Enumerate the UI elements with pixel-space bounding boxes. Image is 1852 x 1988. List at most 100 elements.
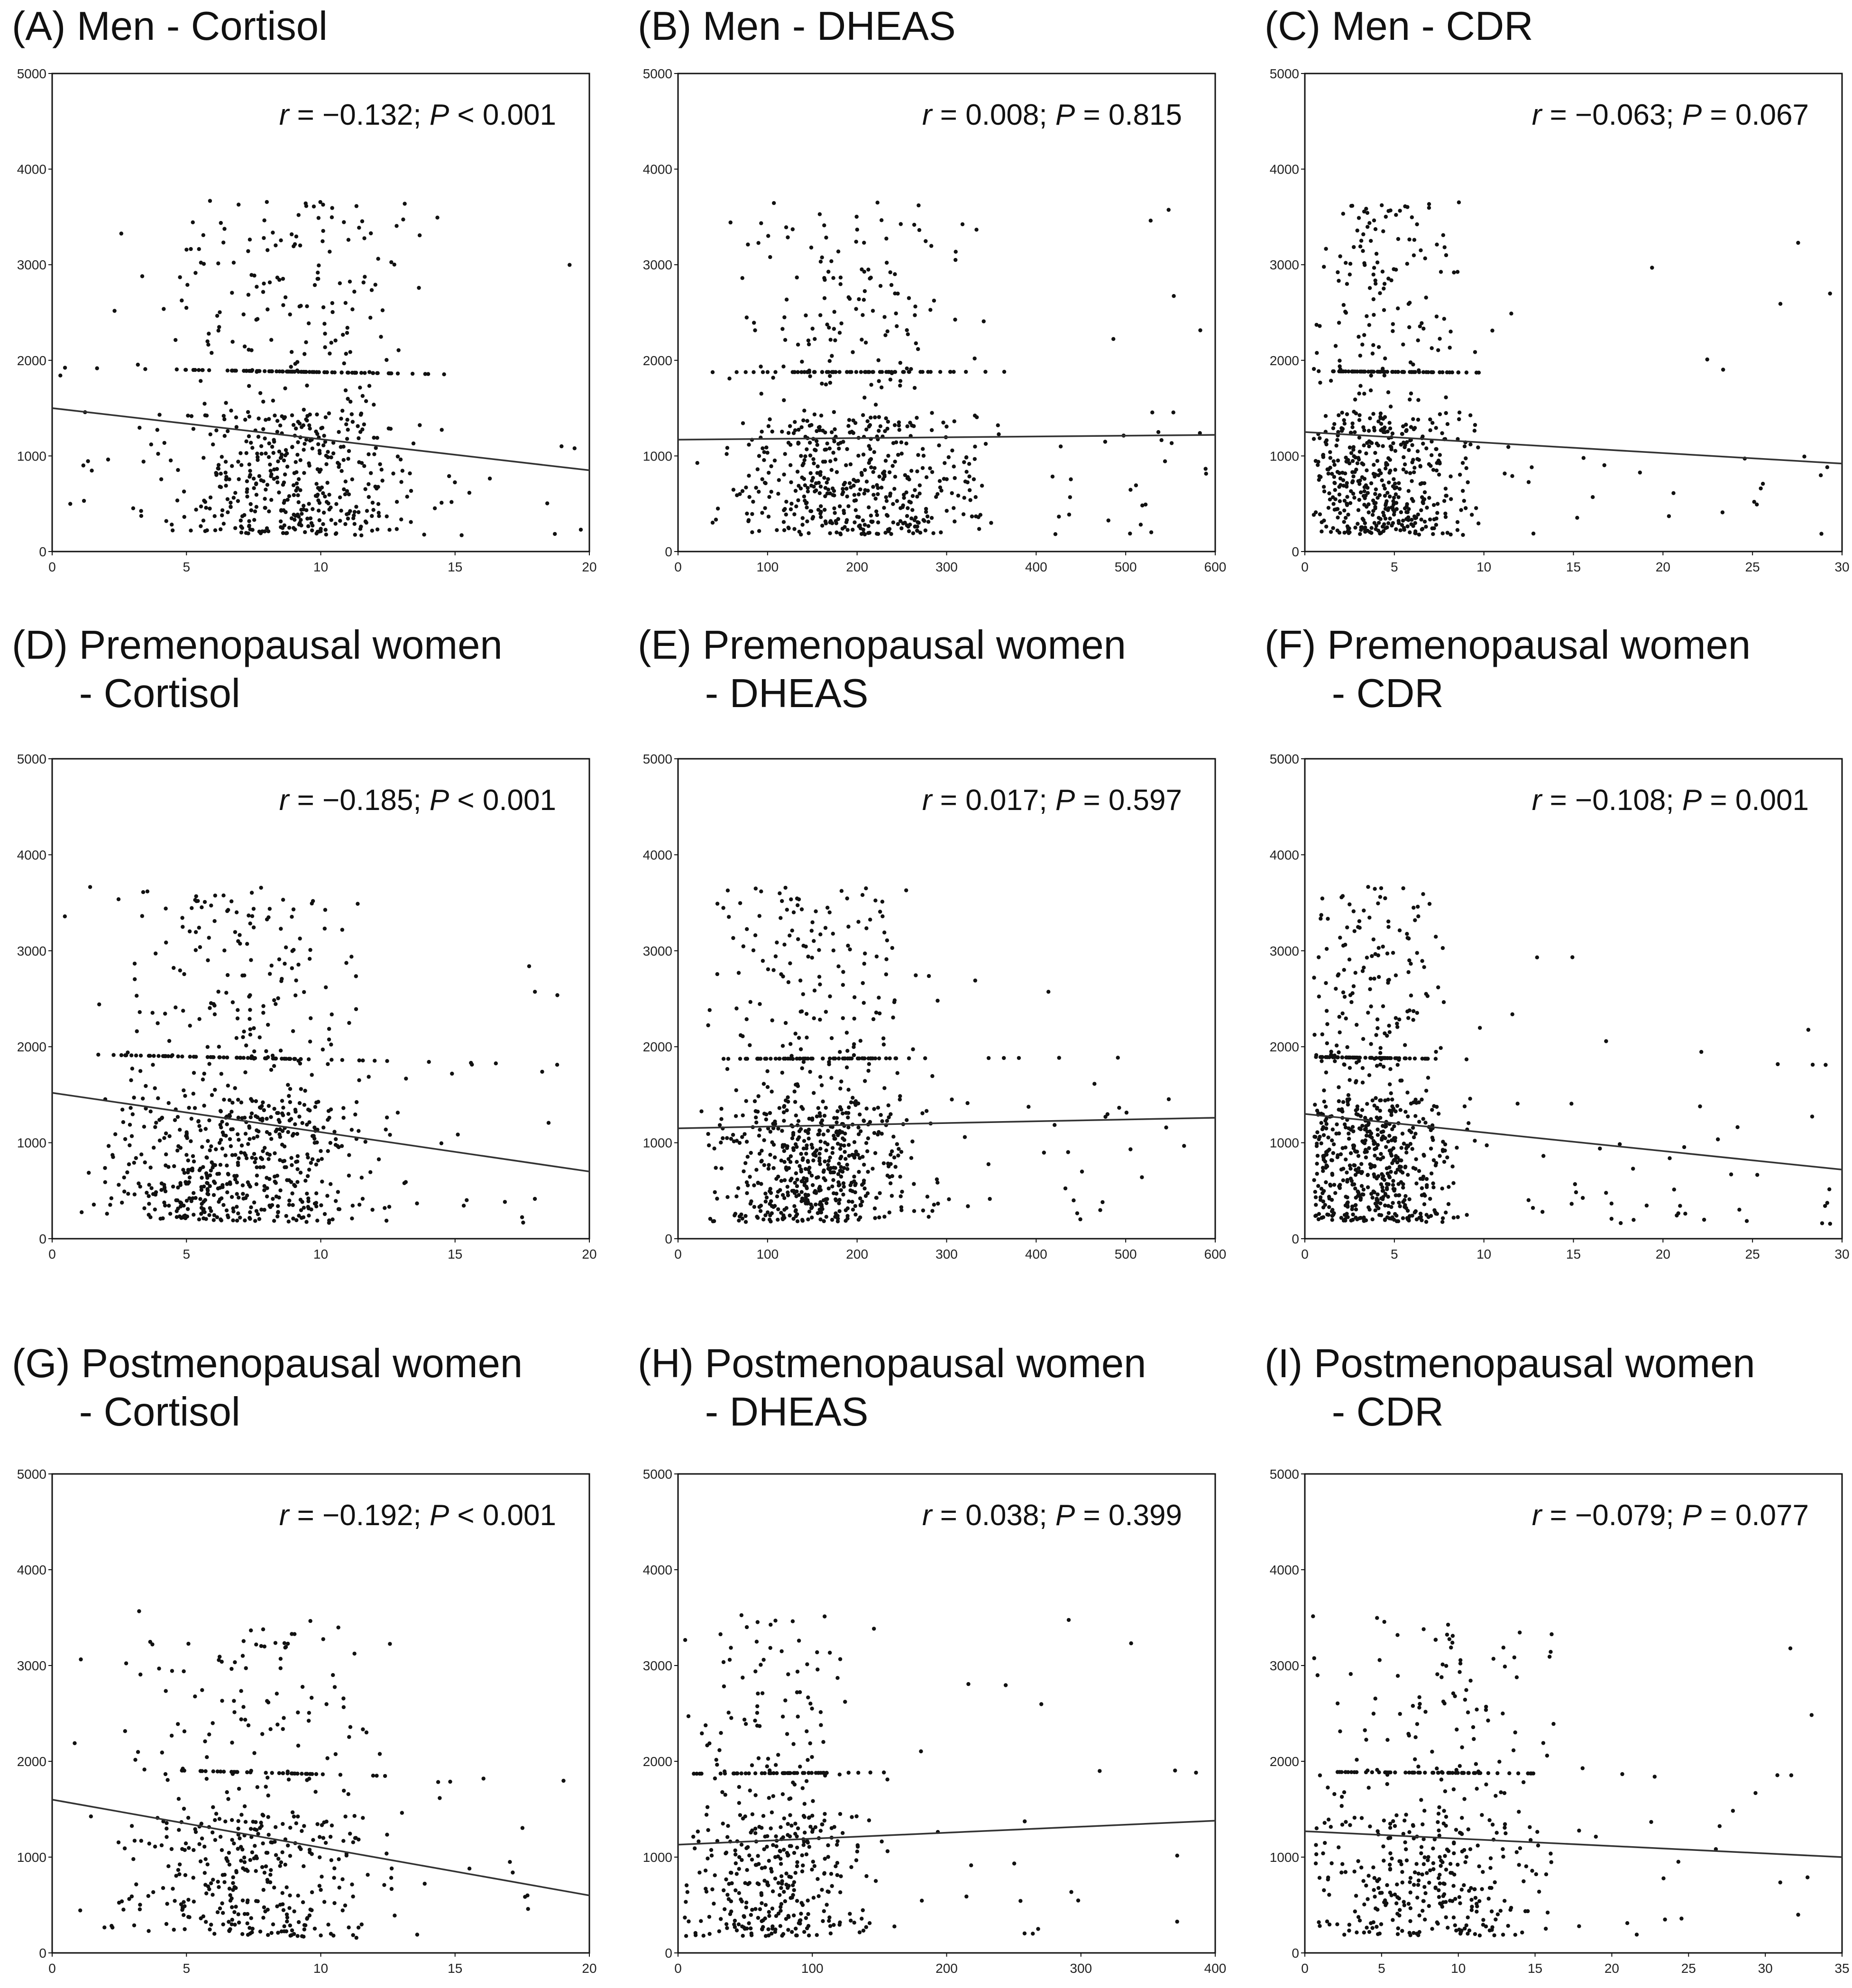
data-point	[389, 1876, 394, 1880]
data-point	[810, 1145, 815, 1150]
data-point	[134, 1882, 138, 1887]
data-point	[269, 474, 273, 479]
data-point	[783, 338, 788, 342]
data-point	[168, 458, 173, 463]
data-point	[1330, 1208, 1335, 1212]
data-point	[744, 1099, 748, 1103]
data-point	[1328, 450, 1332, 454]
data-point	[780, 1145, 785, 1149]
data-point	[754, 1168, 759, 1172]
data-point	[387, 528, 392, 532]
data-point	[1421, 370, 1426, 374]
data-point	[931, 531, 935, 535]
data-point	[225, 1182, 229, 1186]
data-point	[1405, 932, 1409, 936]
data-point	[939, 488, 944, 493]
data-point	[199, 1206, 204, 1210]
data-point	[1317, 369, 1321, 373]
data-point	[296, 440, 300, 444]
data-point	[211, 1193, 216, 1197]
data-point	[996, 423, 1000, 427]
data-point	[532, 1196, 537, 1201]
data-point	[908, 421, 912, 425]
data-point	[346, 427, 350, 432]
data-point	[1422, 965, 1426, 969]
data-point	[1317, 994, 1321, 999]
data-point	[889, 1181, 893, 1186]
y-tick-label: 5000	[1270, 752, 1299, 766]
data-point	[728, 220, 733, 225]
data-point	[1402, 370, 1406, 374]
data-point	[818, 932, 823, 937]
data-point	[330, 215, 334, 220]
data-point	[1376, 946, 1381, 950]
data-point	[743, 1214, 748, 1218]
data-point	[1348, 501, 1353, 505]
data-point	[1331, 459, 1336, 463]
data-point	[147, 1194, 151, 1198]
data-point	[1346, 458, 1350, 462]
data-point	[1332, 422, 1337, 426]
data-point	[150, 1011, 155, 1015]
data-point	[177, 1872, 182, 1877]
data-point	[1760, 481, 1765, 486]
data-point	[209, 1923, 213, 1927]
data-point	[1080, 1169, 1084, 1174]
data-point	[1337, 321, 1341, 325]
data-point	[1373, 451, 1377, 455]
data-point	[924, 475, 929, 479]
data-point	[905, 514, 909, 518]
regression-line	[678, 434, 1216, 441]
data-point	[1361, 232, 1366, 237]
data-point	[1372, 521, 1376, 525]
data-point	[1403, 1165, 1407, 1169]
data-point	[1355, 1107, 1359, 1111]
data-point	[825, 491, 830, 496]
data-point	[1313, 1135, 1318, 1139]
data-point	[764, 1195, 769, 1200]
data-point	[184, 1153, 189, 1157]
data-point	[796, 442, 800, 446]
data-point	[1389, 1205, 1394, 1209]
data-point	[310, 528, 314, 533]
data-point	[796, 1084, 800, 1088]
data-point	[1366, 510, 1371, 515]
data-point	[258, 391, 263, 396]
data-point	[719, 1141, 723, 1145]
data-point	[305, 516, 310, 521]
data-point	[1321, 1199, 1325, 1204]
data-point	[1378, 1046, 1383, 1050]
data-point	[327, 1218, 331, 1223]
data-point	[1383, 896, 1387, 901]
data-point	[1388, 494, 1392, 499]
data-point	[283, 961, 287, 966]
data-point	[828, 519, 833, 523]
data-point	[1412, 514, 1417, 519]
data-point	[280, 1850, 284, 1854]
data-point	[989, 521, 993, 525]
data-point	[783, 1021, 788, 1025]
y-tick-label: 0	[39, 544, 46, 559]
data-point	[111, 1155, 115, 1159]
data-point	[226, 1797, 230, 1801]
data-point	[821, 1099, 825, 1104]
data-point	[1357, 497, 1361, 502]
data-point	[847, 1154, 851, 1158]
data-point	[846, 1199, 851, 1204]
data-point	[435, 215, 440, 220]
data-point	[1366, 1121, 1371, 1125]
data-point	[725, 1195, 730, 1199]
data-point	[301, 507, 306, 512]
data-point	[798, 1057, 802, 1061]
data-point	[1395, 1022, 1399, 1026]
data-point	[873, 415, 877, 420]
data-point	[302, 407, 306, 412]
data-point	[1326, 1135, 1330, 1140]
data-point	[297, 1101, 302, 1105]
data-point	[865, 419, 870, 423]
data-point	[848, 462, 853, 467]
data-point	[872, 1206, 877, 1211]
data-point	[293, 1184, 297, 1188]
data-points	[1311, 200, 1832, 537]
data-point	[746, 242, 750, 247]
